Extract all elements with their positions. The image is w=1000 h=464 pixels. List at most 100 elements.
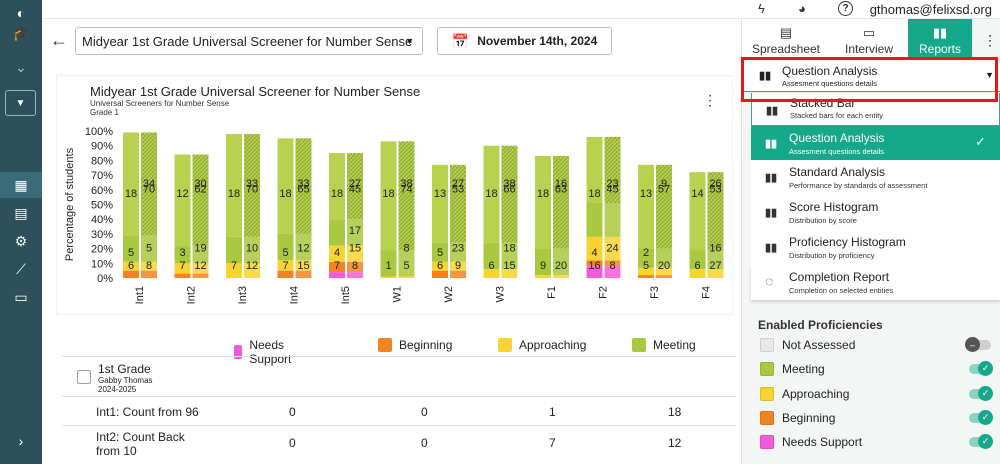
bar-segment (656, 275, 672, 278)
chat-icon: ▭ (862, 25, 876, 40)
group-teacher: Gabby Thomas (98, 376, 153, 385)
menu-item-score-histogram[interactable]: ▮▮ Score Histogram Distribution by score (751, 195, 1000, 230)
x-tick-label: W1 (391, 286, 403, 303)
proficiency-toggle[interactable]: ✓ (969, 386, 993, 401)
graduation-cap-icon[interactable]: 🎓 (12, 24, 30, 41)
menu-item-question-analysis[interactable]: ▮▮ Question Analysis Assesment questions… (751, 126, 1000, 160)
legend-item-beginning[interactable]: Beginning (378, 338, 452, 352)
row-label-line2: from 10 (96, 444, 137, 458)
user-email[interactable]: gthomas@felixsd.org (869, 2, 992, 17)
x-tick-label: W2 (443, 286, 455, 303)
bar-segment (553, 248, 569, 276)
data-label: 18 (228, 188, 240, 200)
bar-segment (226, 236, 242, 264)
bar-segment (141, 132, 157, 236)
bar-segment (586, 236, 603, 261)
proficiency-toggle[interactable]: ✓ (969, 410, 993, 425)
bar-segment (141, 270, 157, 278)
legend-swatch (632, 338, 646, 352)
legend-item-needs-support[interactable]: Needs Support (234, 338, 297, 366)
check-icon: ✓ (978, 386, 993, 401)
proficiency-beginning: Beginning ✓ (758, 409, 998, 429)
y-tick-label: 0% (97, 273, 113, 285)
help-icon[interactable]: ? (838, 1, 853, 16)
table-row[interactable]: Int1: Count from 96 0 0 1 18 (62, 396, 736, 425)
data-label: 12 (194, 260, 206, 272)
bar-segment (604, 260, 621, 267)
rail-dropdown[interactable]: ▼ (5, 90, 36, 116)
calendar-icon: 📅 (451, 32, 470, 49)
proficiency-swatch (760, 387, 774, 401)
menu-item-standard-analysis[interactable]: ▮▮ Standard Analysis Performance by stan… (751, 160, 1000, 195)
table-row[interactable]: Int2: Count Back from 10 0 0 7 12 (62, 425, 736, 464)
legend-item-meeting[interactable]: Meeting (632, 338, 696, 352)
bar-segment (604, 236, 621, 261)
bar-segment (174, 263, 191, 274)
check-icon: ✓ (978, 361, 993, 376)
data-label: 5 (128, 247, 134, 259)
x-tick-label: Int3 (237, 286, 249, 304)
proficiency-swatch (760, 435, 774, 449)
data-label: 70 (143, 184, 155, 196)
data-label: 8 (609, 260, 615, 272)
tab-reports[interactable]: ▮▮ Reports (908, 19, 972, 59)
data-label: 33 (246, 178, 258, 190)
histogram-icon: ▮▮ (765, 242, 778, 254)
data-label: 38 (400, 178, 412, 190)
report-select[interactable]: Midyear 1st Grade Universal Screener for… (75, 27, 423, 55)
bar-chart-icon: ▮▮ (765, 138, 778, 150)
bar-segment (329, 261, 345, 273)
bar-segment (295, 233, 312, 261)
row-value: 0 (421, 405, 428, 419)
data-label: 12 (297, 243, 309, 255)
bar-segment (398, 141, 415, 251)
report-type-select[interactable]: ▮▮ Question Analysis Assesment questions… (744, 58, 1000, 92)
x-tick-label: W3 (494, 286, 506, 303)
date-picker[interactable]: 📅 November 14th, 2024 (437, 27, 612, 55)
bar-segment (501, 242, 518, 270)
back-arrow-icon[interactable]: ← (50, 30, 68, 50)
proficiency-toggle[interactable]: ✓ (969, 434, 993, 449)
report-type-title: Question Analysis (782, 64, 878, 78)
proficiency-toggle[interactable]: ✓ (969, 361, 993, 376)
bar-segment (501, 145, 518, 243)
legend-item-approaching[interactable]: Approaching (498, 338, 586, 352)
x-tick-label: F4 (700, 286, 712, 299)
bar-segment (329, 272, 345, 278)
more-vertical-icon[interactable]: ⋮ (983, 32, 997, 48)
data-label: 18 (331, 188, 343, 200)
proficiency-toggle[interactable]: – (965, 337, 991, 352)
trend-chart-icon[interactable]: ⟋ (16, 260, 26, 277)
group-checkbox[interactable] (77, 370, 91, 384)
data-label: 2 (643, 247, 649, 259)
menu-item-stacked-bar[interactable]: ▮▮ Stacked Bar Stacked bars for each ent… (751, 93, 1000, 126)
palette-icon[interactable]: ◕ (798, 1, 806, 16)
bar-segment (329, 245, 345, 262)
proficiency-meeting: Meeting ✓ (758, 360, 998, 380)
document-icon[interactable]: ▤ (14, 204, 28, 221)
bar-segment (586, 266, 603, 278)
menu-item-completion-report[interactable]: ◌ Completion Report Completion on select… (751, 265, 1000, 300)
data-label: 6 (488, 260, 494, 272)
y-tick-label: 80% (91, 155, 113, 167)
proficiency-swatch (760, 411, 774, 425)
lightning-icon[interactable]: ϟ (758, 1, 765, 16)
bar-segment (501, 269, 518, 278)
tab-spreadsheet[interactable]: ▤ Spreadsheet (742, 19, 830, 59)
data-label: 16 (588, 260, 600, 272)
menu-item-proficiency-histogram[interactable]: ▮▮ Proficiency Histogram Distribution by… (751, 230, 1000, 265)
more-vertical-icon[interactable]: ⋮ (703, 92, 717, 108)
bar-segment (707, 172, 724, 251)
expand-icon[interactable]: › (18, 433, 24, 449)
data-label: 15 (297, 260, 309, 272)
gear-icon[interactable]: ⚙ (14, 232, 28, 249)
date-value: November 14th, 2024 (477, 34, 598, 48)
top-bar: ϟ ◕ ? gthomas@felixsd.org (42, 0, 1000, 19)
grid-icon[interactable]: ▦ (0, 172, 42, 198)
bar-segment (123, 235, 139, 262)
data-label: 12 (246, 260, 258, 272)
tab-interview[interactable]: ▭ Interview (830, 19, 908, 59)
chevron-down-icon[interactable]: ⌄ (15, 58, 27, 75)
folder-icon[interactable]: ▭ (14, 288, 28, 305)
bar-segment (380, 141, 397, 251)
